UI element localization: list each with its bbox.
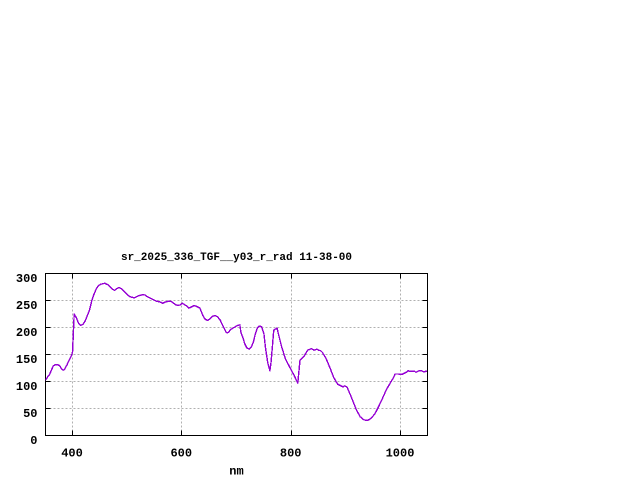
svg-text:800: 800 [280,447,302,461]
svg-text:50: 50 [23,407,37,421]
svg-text:250: 250 [16,299,38,313]
svg-text:300: 300 [16,272,38,286]
svg-text:100: 100 [16,380,38,394]
svg-text:400: 400 [61,447,83,461]
svg-text:600: 600 [170,447,192,461]
svg-text:sr_2025_336_TGF__y03_r_rad 11-: sr_2025_336_TGF__y03_r_rad 11-38-00 [121,252,352,264]
svg-text:1000: 1000 [386,447,415,461]
svg-text:nm: nm [229,465,243,479]
svg-text:150: 150 [16,353,38,367]
svg-text:0: 0 [30,434,37,448]
svg-text:200: 200 [16,326,38,340]
